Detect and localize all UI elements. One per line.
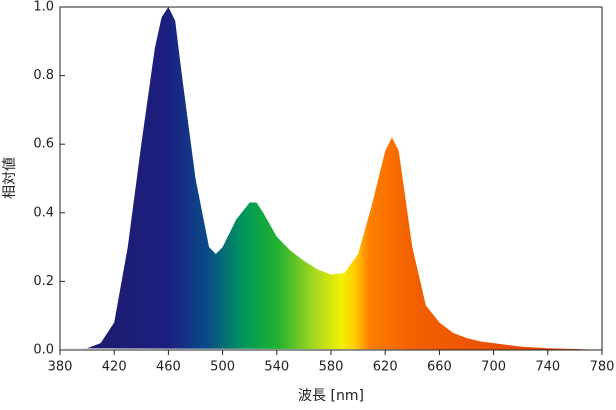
x-tick-label: 420 xyxy=(102,360,127,375)
x-tick-label: 700 xyxy=(481,360,506,375)
spectrum-area xyxy=(60,7,602,350)
x-tick-label: 500 xyxy=(210,360,235,375)
x-tick-label: 460 xyxy=(156,360,181,375)
y-tick-label: 0.6 xyxy=(33,137,54,152)
x-axis-label: 波長 [nm] xyxy=(298,388,364,404)
y-tick-label: 0.0 xyxy=(33,343,54,358)
x-tick-label: 620 xyxy=(373,360,398,375)
x-tick-label: 740 xyxy=(535,360,560,375)
y-tick-label: 0.8 xyxy=(33,68,54,83)
y-tick-label: 1.0 xyxy=(33,0,54,15)
x-tick-label: 380 xyxy=(48,360,73,375)
y-tick-label: 0.4 xyxy=(33,205,54,220)
x-tick-label: 580 xyxy=(319,360,344,375)
x-tick-label: 780 xyxy=(590,360,615,375)
x-tick-label: 660 xyxy=(427,360,452,375)
y-axis-label: 相対値 xyxy=(2,157,18,199)
x-tick-label: 540 xyxy=(264,360,289,375)
y-tick-label: 0.2 xyxy=(33,274,54,289)
